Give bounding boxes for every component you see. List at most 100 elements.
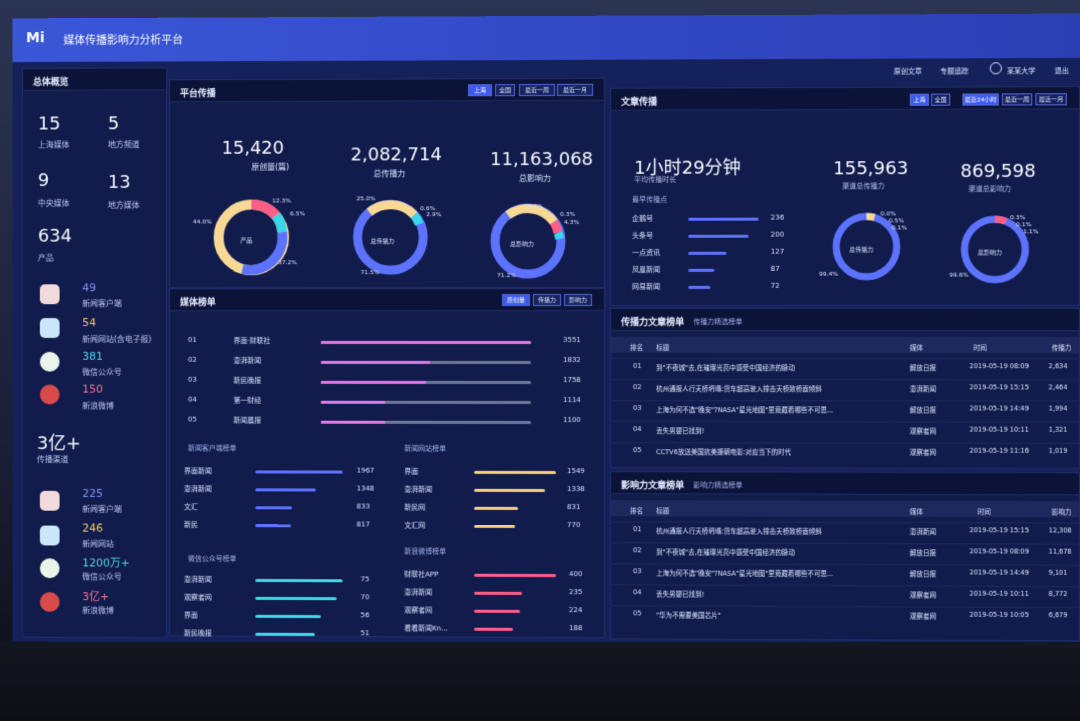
client_rank-value: 1348	[357, 485, 375, 493]
media-rank-name: 界面·财联社	[233, 336, 270, 346]
overview-stat-label: 产品	[38, 253, 54, 264]
site_rank-value: 1549	[567, 467, 585, 475]
spread_articles-media: 澎湃新闻	[910, 383, 936, 393]
spread-articles-subtitle: 传播力精选榜单	[693, 317, 742, 327]
media-rank-value: 1114	[563, 396, 581, 404]
spread_articles-time: 2019-05-19 10:11	[969, 426, 1028, 434]
article-donut-value: 99.4%	[819, 271, 838, 278]
article-donut-value: 0.0%	[881, 210, 896, 217]
spread_articles-title: 到"不夜城"去,在璀璨光亮中感受中国经济的脉动	[656, 362, 896, 372]
client_rank-value: 817	[357, 520, 370, 528]
impact_articles-value: 6,679	[1049, 611, 1068, 619]
wechat_rank-name: 新民晚报	[184, 628, 212, 638]
rank-impact-button[interactable]: 影响力	[564, 294, 592, 306]
spread-articles-header: 传播力文章榜单 传播力精选榜单	[611, 309, 1079, 331]
impact_articles-title: 丢失男婴已找到!	[656, 588, 896, 599]
donut-value: 71.2%	[497, 272, 516, 279]
logout-link[interactable]: 退出	[1055, 66, 1069, 76]
impact_articles-time: 2019-05-19 14:49	[969, 568, 1028, 576]
site_rank-value: 770	[567, 521, 580, 529]
article-spread-panel: 文章传播 上海 全国 最近24小时 最近一周 最近一月 1小时29分钟 平均传播…	[610, 86, 1080, 306]
reach-channel-value: 225	[82, 487, 103, 500]
donut-value: 0.3%	[560, 211, 575, 218]
donut-slice	[558, 233, 560, 239]
wechat_rank-name: 澎湃新闻	[184, 575, 212, 585]
media-rank-bar	[321, 381, 426, 384]
top-link-topics[interactable]: 专题追踪	[940, 66, 968, 76]
weibo-icon	[40, 385, 60, 405]
spread_articles-time: 2019-05-19 11:16	[969, 447, 1028, 455]
client_rank-bar	[255, 488, 315, 491]
rank-spread-button[interactable]: 传播力	[533, 294, 561, 306]
wechat_rank-bar	[255, 579, 342, 582]
rank-panel: 媒体榜单 原创量 传播力 影响力 01 界面·财联社 3551 02 澎湃新闻 1832 0…	[169, 288, 605, 638]
impact_articles-value: 9,101	[1049, 569, 1068, 577]
channel-label: 微信公众号	[82, 367, 121, 378]
wechat_rank-name: 观察者网	[184, 593, 212, 603]
spread_articles-value: 1,321	[1049, 426, 1068, 434]
spread_articles-title: 杭州通报人行天桥坍塌:货车超高驶入撞击天桥致桥面倾斜	[656, 383, 896, 393]
overview-stat-value: 634	[38, 226, 72, 247]
weibo-rank-title: 新浪微博榜单	[404, 547, 446, 557]
article-donut-value: 0.5%	[889, 217, 904, 224]
article-donut-slice	[866, 216, 874, 217]
media-rank-track	[321, 421, 531, 424]
article-donuts	[611, 87, 1080, 307]
media-rank-track	[321, 361, 531, 364]
spread_articles-time: 2019-05-19 08:09	[969, 362, 1028, 370]
impact_articles-title: 到"不夜城"去,在璀璨光亮中感受中国经济的脉动	[656, 546, 896, 557]
impact-articles-title: 影响力文章榜单	[621, 478, 684, 491]
reach-label: 传播渠道	[37, 454, 69, 465]
impact-header-rank: 排名	[630, 505, 643, 515]
donut-slice	[251, 204, 276, 215]
impact_articles-rank: 02	[633, 546, 641, 554]
rank-original-button[interactable]: 原创量	[502, 294, 530, 306]
reach-channel-value: 3亿+	[82, 588, 109, 604]
spread_articles-row-separator	[611, 421, 1079, 423]
weibo_rank-name: 观察者网	[404, 605, 432, 615]
media-rank-title: 媒体榜单	[180, 295, 216, 308]
app-logo: Mi	[26, 30, 44, 46]
impact_articles-media: 解放日报	[910, 547, 936, 557]
spread_articles-title: CCTV6放送美国抗美援朝电影:对应当下的时代	[656, 446, 896, 456]
spread_articles-value: 2,464	[1049, 383, 1068, 391]
media-rank-track	[321, 381, 531, 384]
spread_articles-media: 观察者网	[910, 426, 936, 436]
weibo_rank-bar	[474, 574, 556, 577]
wechat-icon	[40, 558, 60, 578]
weibo_rank-bar	[474, 610, 520, 613]
spread_articles-row-separator	[611, 400, 1079, 401]
media-rank-number: 01	[188, 336, 197, 344]
donut-slice	[276, 215, 282, 232]
reach-channel-label: 新闻网站	[82, 539, 114, 550]
impact_articles-row-separator	[611, 521, 1079, 523]
weibo_rank-value: 224	[569, 606, 582, 614]
impact_articles-row-separator	[611, 584, 1079, 587]
impact_articles-rank: 01	[633, 525, 641, 533]
impact_articles-media: 解放日报	[910, 568, 936, 578]
overview-stat-label: 地方频道	[108, 139, 140, 150]
impact-header-title: 标题	[656, 505, 669, 515]
donut-value: 4.3%	[564, 219, 579, 226]
article-donut-value: 99.6%	[949, 272, 968, 279]
media-rank-number: 04	[188, 396, 197, 404]
spread_articles-rank: 01	[633, 362, 641, 370]
client-rank-title: 新闻客户端榜单	[188, 443, 237, 453]
top-link-original[interactable]: 原创文章	[894, 67, 922, 77]
media-rank-name: 澎湃新闻	[233, 356, 261, 366]
wechat-icon	[40, 352, 60, 372]
donut-center-label: 产品	[240, 235, 252, 244]
overview-stat-value: 5	[108, 113, 119, 134]
overview-stat-label: 中央媒体	[38, 198, 70, 209]
platform-panel: 平台传播 上海 全国 最近一周 最近一月 15,420 原创量(篇) 2,082…	[169, 78, 605, 288]
overview-title: 总体概览	[33, 75, 68, 88]
client_rank-name: 文汇	[184, 502, 198, 512]
overview-stat-label: 地方媒体	[108, 200, 140, 211]
spread_articles-row-separator	[611, 442, 1079, 444]
site_rank-value: 831	[567, 503, 580, 511]
overview-stat-label: 上海媒体	[38, 139, 70, 150]
site-rank-title: 新闻网站榜单	[404, 444, 446, 454]
weibo_rank-name: 财联社APP	[404, 570, 438, 580]
client_rank-bar	[255, 506, 292, 509]
impact_articles-rank: 04	[633, 588, 641, 596]
